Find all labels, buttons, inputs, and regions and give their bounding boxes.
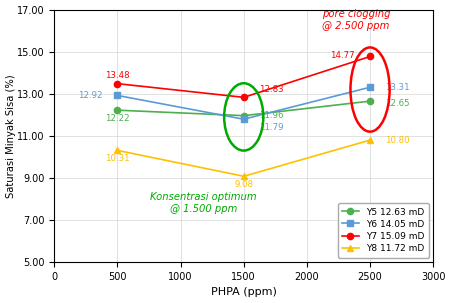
Line: Y7 15.09 mD: Y7 15.09 mD — [114, 53, 373, 101]
Text: 9.08: 9.08 — [234, 180, 253, 189]
Y5 12.63 mD — [115, 108, 120, 112]
Line: Y8 11.72 mD: Y8 11.72 mD — [114, 137, 373, 179]
Text: 12.92: 12.92 — [78, 91, 102, 100]
Text: 10.31: 10.31 — [105, 154, 130, 163]
Text: pore clogging
@ 2.500 ppm: pore clogging @ 2.500 ppm — [322, 9, 391, 31]
Y8 11.72 mD — [241, 175, 246, 178]
Y7 15.09 mD — [241, 95, 246, 99]
Y-axis label: Saturasi Minyak Sisa (%): Saturasi Minyak Sisa (%) — [5, 74, 15, 198]
Line: Y6 14.05 mD: Y6 14.05 mD — [114, 84, 373, 122]
Y5 12.63 mD — [241, 114, 246, 118]
Text: Konsentrasi optimum
@ 1.500 ppm: Konsentrasi optimum @ 1.500 ppm — [150, 192, 257, 214]
Y8 11.72 mD — [367, 138, 373, 142]
Y7 15.09 mD — [115, 82, 120, 85]
Line: Y5 12.63 mD: Y5 12.63 mD — [114, 98, 373, 119]
Y6 14.05 mD — [115, 94, 120, 97]
Text: 14.77: 14.77 — [330, 51, 355, 60]
Text: 12.22: 12.22 — [105, 114, 130, 123]
Text: 13.31: 13.31 — [385, 83, 410, 92]
Y6 14.05 mD — [367, 85, 373, 89]
Text: 10.80: 10.80 — [385, 135, 410, 145]
Text: 11.79: 11.79 — [259, 123, 283, 132]
Text: 13.48: 13.48 — [105, 71, 130, 80]
Y7 15.09 mD — [367, 55, 373, 58]
Y6 14.05 mD — [241, 118, 246, 121]
X-axis label: PHPA (ppm): PHPA (ppm) — [211, 288, 276, 298]
Text: 11.96: 11.96 — [259, 111, 283, 120]
Y5 12.63 mD — [367, 99, 373, 103]
Text: 12.83: 12.83 — [259, 85, 284, 94]
Y8 11.72 mD — [115, 148, 120, 152]
Legend: Y5 12.63 mD, Y6 14.05 mD, Y7 15.09 mD, Y8 11.72 mD: Y5 12.63 mD, Y6 14.05 mD, Y7 15.09 mD, Y… — [338, 203, 429, 258]
Text: 12.65: 12.65 — [385, 99, 410, 108]
